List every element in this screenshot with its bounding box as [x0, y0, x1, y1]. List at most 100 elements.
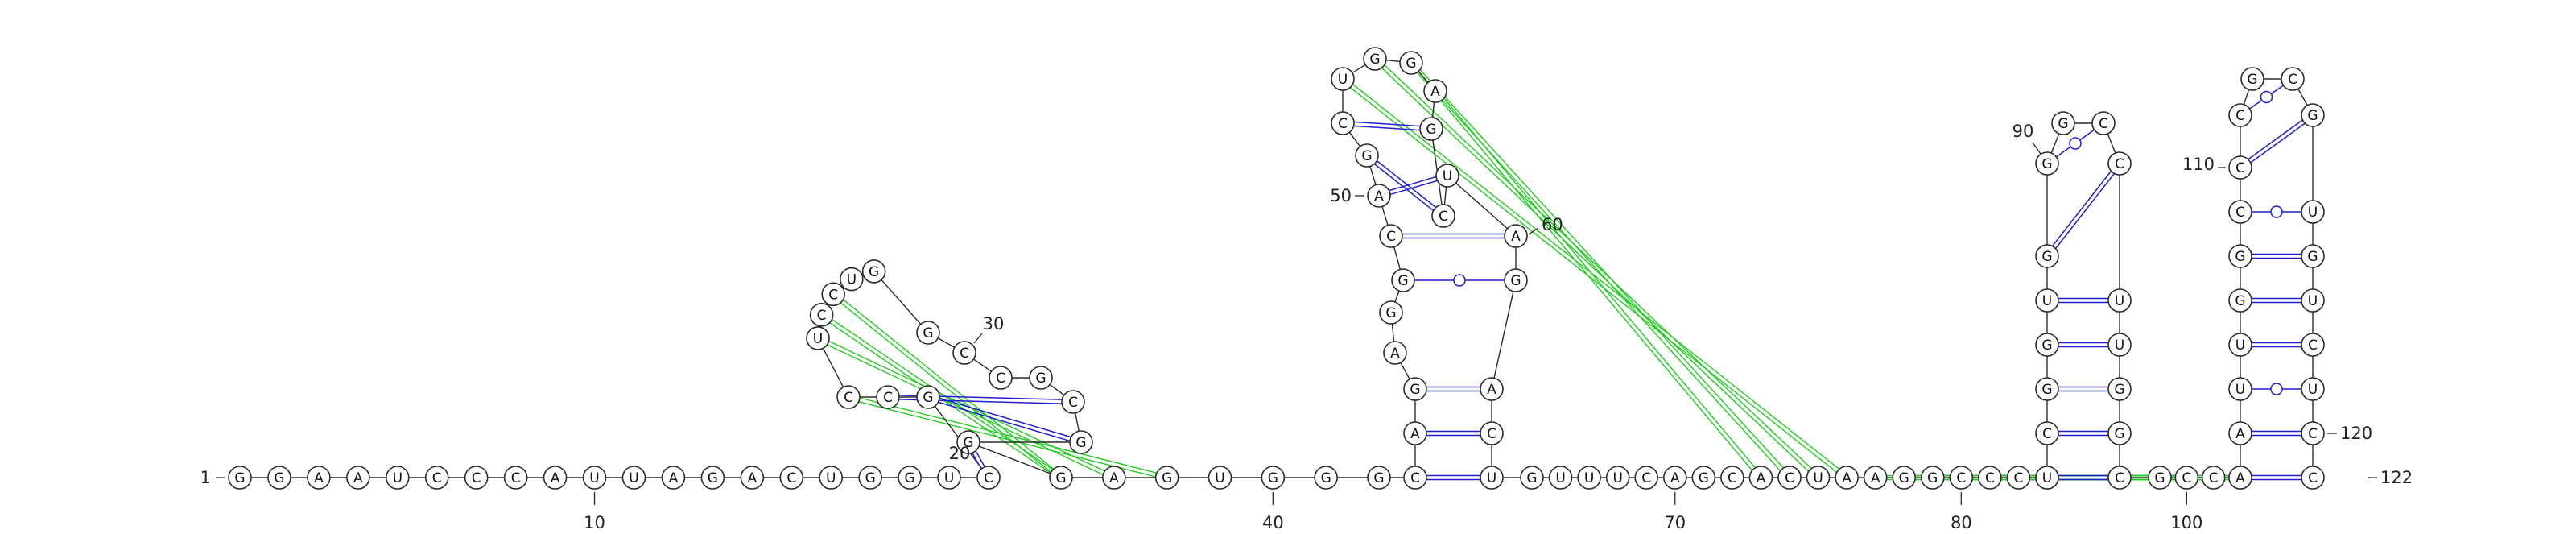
- pseudoknot-pair-line: [1443, 97, 1756, 469]
- nucleotide-letter: C: [472, 470, 481, 486]
- nucleotide-circle: [1835, 466, 1859, 490]
- backbone-lines: [251, 59, 2314, 478]
- nucleotide-letter: G: [1321, 470, 1331, 486]
- canonical-pair-line: [939, 397, 1071, 438]
- nucleotide-circle: [916, 321, 940, 345]
- nucleotide-circle: [2035, 288, 2059, 313]
- nucleotide: G: [956, 430, 980, 454]
- backbone-segment: [2107, 133, 2116, 154]
- nucleotide-circle: [2091, 111, 2116, 135]
- nucleotide-circle: [2035, 333, 2059, 357]
- nucleotide-letter: U: [393, 470, 402, 486]
- nucleotide-letter: C: [1487, 426, 1496, 442]
- nucleotide: U: [1331, 67, 1355, 91]
- nucleotide: C: [1431, 204, 1455, 228]
- nucleotide: G: [1520, 466, 1544, 490]
- numbering-label: 30: [983, 314, 1005, 333]
- nucleotide-circle: [1431, 204, 1455, 228]
- nucleotide-circle: [2281, 67, 2305, 91]
- numbering-label: 100: [2170, 513, 2202, 532]
- nucleotide-letter: U: [847, 272, 857, 288]
- nucleotide-letter: G: [1406, 56, 1416, 72]
- nucleotide-circle: [267, 466, 291, 490]
- nucleotide: U: [806, 326, 830, 350]
- nucleotide: U: [2228, 377, 2252, 401]
- nucleotide-letter: G: [2307, 249, 2318, 265]
- canonical-pair-line: [2055, 173, 2115, 249]
- canonical-pair-line: [1389, 176, 1437, 192]
- nucleotide-circle: [1863, 466, 1888, 490]
- nucleotide: C: [976, 466, 1001, 490]
- nucleotide-circle: [2228, 200, 2252, 224]
- nucleotide: A: [1504, 224, 1528, 248]
- nucleotide-circle: [1978, 466, 2002, 490]
- backbone-segment: [1385, 59, 1401, 63]
- nucleotide-circle: [836, 385, 861, 409]
- nucleotide-circle: [956, 430, 980, 454]
- nucleotide-circle: [806, 326, 830, 350]
- nucleotide: C: [2281, 67, 2305, 91]
- backbone-segment: [1418, 71, 1429, 83]
- nucleotide-circle: [1892, 466, 1917, 490]
- nucleotide-circle: [2035, 466, 2059, 490]
- numbering-label: 120: [2340, 424, 2372, 443]
- nucleotide-letter: C: [984, 470, 993, 486]
- nucleotide-circle: [1029, 366, 1053, 390]
- nucleotide: C: [424, 466, 449, 490]
- nucleotide-letter: G: [1055, 470, 1066, 486]
- nucleotide: U: [2301, 377, 2325, 401]
- nucleotide-circle: [1102, 466, 1126, 490]
- pseudoknot-pair-line: [860, 397, 1157, 474]
- backbone-segment: [2297, 88, 2308, 106]
- backbone-segment: [1391, 323, 1395, 342]
- gu-pair-dot: [2260, 90, 2273, 104]
- canonical-pair-line: [975, 450, 985, 467]
- nucleotide-letter: G: [963, 435, 973, 451]
- nucleotide: C: [1331, 111, 1355, 135]
- nucleotide-circle: [989, 366, 1013, 390]
- nucleotide-circle: [2301, 288, 2325, 313]
- nucleotide-letter: G: [923, 390, 933, 406]
- nucleotide-letter: U: [2042, 470, 2052, 486]
- nucleotide-circle: [1314, 466, 1338, 490]
- nucleotide-circle: [1383, 341, 1407, 365]
- nucleotide-circle: [819, 466, 844, 490]
- nucleotide-letter: A: [1390, 346, 1400, 362]
- nucleotide-letter: C: [2308, 470, 2318, 486]
- nucleotide: C: [876, 385, 900, 409]
- nucleotide: G: [1049, 466, 1073, 490]
- nucleotide-letter: G: [865, 470, 876, 486]
- backbone-segment: [1369, 166, 1377, 185]
- nucleotide-letter: C: [2014, 470, 2024, 486]
- nucleotide-letter: A: [2235, 470, 2245, 486]
- nucleotide: G: [1029, 366, 1053, 390]
- nucleotide-letter: C: [1068, 395, 1078, 411]
- nucleotide: U: [2035, 288, 2059, 313]
- backbone-segment: [978, 445, 1051, 474]
- nucleotide: A: [1662, 466, 1687, 490]
- nucleotide: G: [1403, 377, 1427, 401]
- nucleotide-letter: A: [314, 470, 324, 486]
- nucleotide-circle: [1363, 47, 1387, 71]
- nucleotide-circle: [621, 466, 646, 490]
- nucleotide: A: [1102, 466, 1126, 490]
- nucleotide-letter: U: [1612, 470, 1622, 486]
- nucleotide: C: [809, 303, 834, 327]
- nucleotide-circle: [2301, 200, 2325, 224]
- nucleotide-circle: [2301, 421, 2325, 445]
- canonical-pair-line: [1373, 164, 1434, 211]
- nucleotide-circle: [661, 466, 686, 490]
- nucleotide-circle: [2107, 421, 2132, 445]
- nucleotide-letter: U: [1555, 470, 1565, 486]
- nucleotide-letter: G: [1410, 382, 1420, 398]
- nucleotide-circle: [2174, 466, 2199, 490]
- nucleotide: G: [2228, 244, 2252, 268]
- nucleotide: G: [2107, 377, 2132, 401]
- nucleotide-letter: G: [2154, 470, 2165, 486]
- nucleotide-circle: [2301, 333, 2325, 357]
- nucleotide: C: [2174, 466, 2199, 490]
- nucleotide-letter: C: [432, 470, 442, 486]
- nucleotide: U: [1605, 466, 1630, 490]
- nucleotide-letter: C: [1641, 470, 1651, 486]
